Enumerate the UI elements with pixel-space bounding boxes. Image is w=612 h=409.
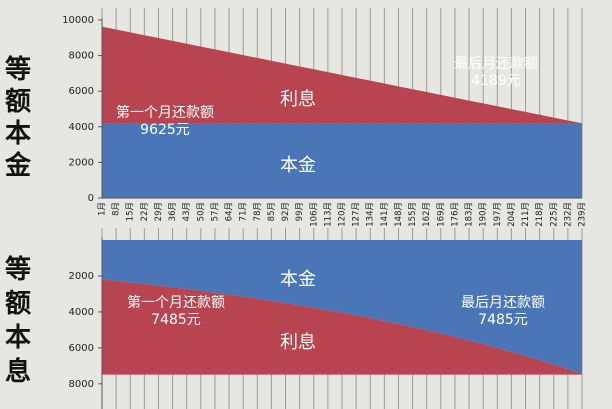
x-tick-label: 204月	[507, 202, 517, 227]
y-tick-label: 4000	[69, 122, 94, 133]
x-tick-label: 78月	[253, 202, 263, 221]
annotation: 第一个月还款额	[116, 104, 214, 121]
x-tick-label: 211月	[521, 202, 531, 227]
x-tick-label: 71月	[239, 202, 249, 221]
x-tick-label: 120月	[338, 202, 348, 227]
x-tick-label: 113月	[323, 202, 333, 227]
x-tick-label: 92月	[281, 202, 291, 221]
y-tick-label: 8000	[69, 379, 94, 390]
x-tick-label: 183月	[465, 202, 475, 227]
x-tick-label: 225月	[549, 202, 559, 227]
annotation: 7485元	[478, 312, 528, 328]
x-tick-label: 197月	[493, 202, 503, 227]
x-tick-label: 99月	[295, 202, 305, 221]
series-label: 本金	[280, 155, 316, 176]
annotation: 7485元	[151, 312, 201, 328]
x-tick-label: 22月	[140, 202, 150, 221]
x-tick-label: 141月	[380, 202, 390, 227]
x-tick-label: 57月	[210, 202, 220, 221]
series-label: 利息	[280, 332, 316, 353]
area	[102, 123, 582, 198]
x-tick-label: 148月	[394, 202, 404, 227]
y-tick-label: 10000	[62, 15, 94, 26]
y-tick-label: 8000	[69, 51, 94, 62]
annotation: 4189元	[471, 73, 521, 89]
x-tick-label: 64月	[225, 202, 235, 221]
x-tick-label: 106月	[309, 202, 319, 227]
x-tick-label: 134月	[366, 202, 376, 227]
y-tick-label: 2000	[69, 271, 94, 282]
series-label: 利息	[280, 89, 316, 110]
x-tick-label: 43月	[182, 202, 192, 221]
x-tick-label: 127月	[352, 202, 362, 227]
y-tick-label: 2000	[69, 157, 94, 168]
y-tick-label: 6000	[69, 86, 94, 97]
x-tick-label: 162月	[422, 202, 432, 227]
x-tick-label: 176月	[450, 202, 460, 227]
annotation: 第一个月还款额	[127, 294, 225, 311]
x-tick-label: 239月	[578, 202, 588, 227]
y-tick-label: 4000	[69, 307, 94, 318]
x-tick-label: 232月	[563, 202, 573, 227]
annotation: 9625元	[140, 122, 190, 138]
x-tick-label: 8月	[112, 202, 122, 216]
x-tick-label: 155月	[408, 202, 418, 227]
x-tick-label: 15月	[126, 202, 136, 221]
y-tick-label: 0	[88, 193, 94, 204]
side-title: 等额本金	[4, 54, 32, 181]
y-tick-label: 6000	[69, 343, 94, 354]
x-tick-label: 36月	[168, 202, 178, 221]
x-tick-label: 50月	[196, 202, 206, 221]
series-label: 本金	[280, 269, 316, 290]
x-tick-label: 1月	[98, 202, 108, 216]
annotation: 最后月还款额	[454, 56, 538, 72]
side-title: 等额本息	[5, 254, 31, 387]
x-tick-label: 218月	[535, 202, 545, 227]
annotation: 最后月还款额	[461, 295, 545, 311]
x-tick-label: 85月	[267, 202, 277, 221]
area	[102, 279, 582, 375]
area	[102, 26, 582, 124]
x-tick-label: 29月	[154, 202, 164, 221]
x-tick-label: 190月	[479, 202, 489, 227]
x-tick-label: 169月	[436, 202, 446, 227]
area	[102, 240, 582, 374]
